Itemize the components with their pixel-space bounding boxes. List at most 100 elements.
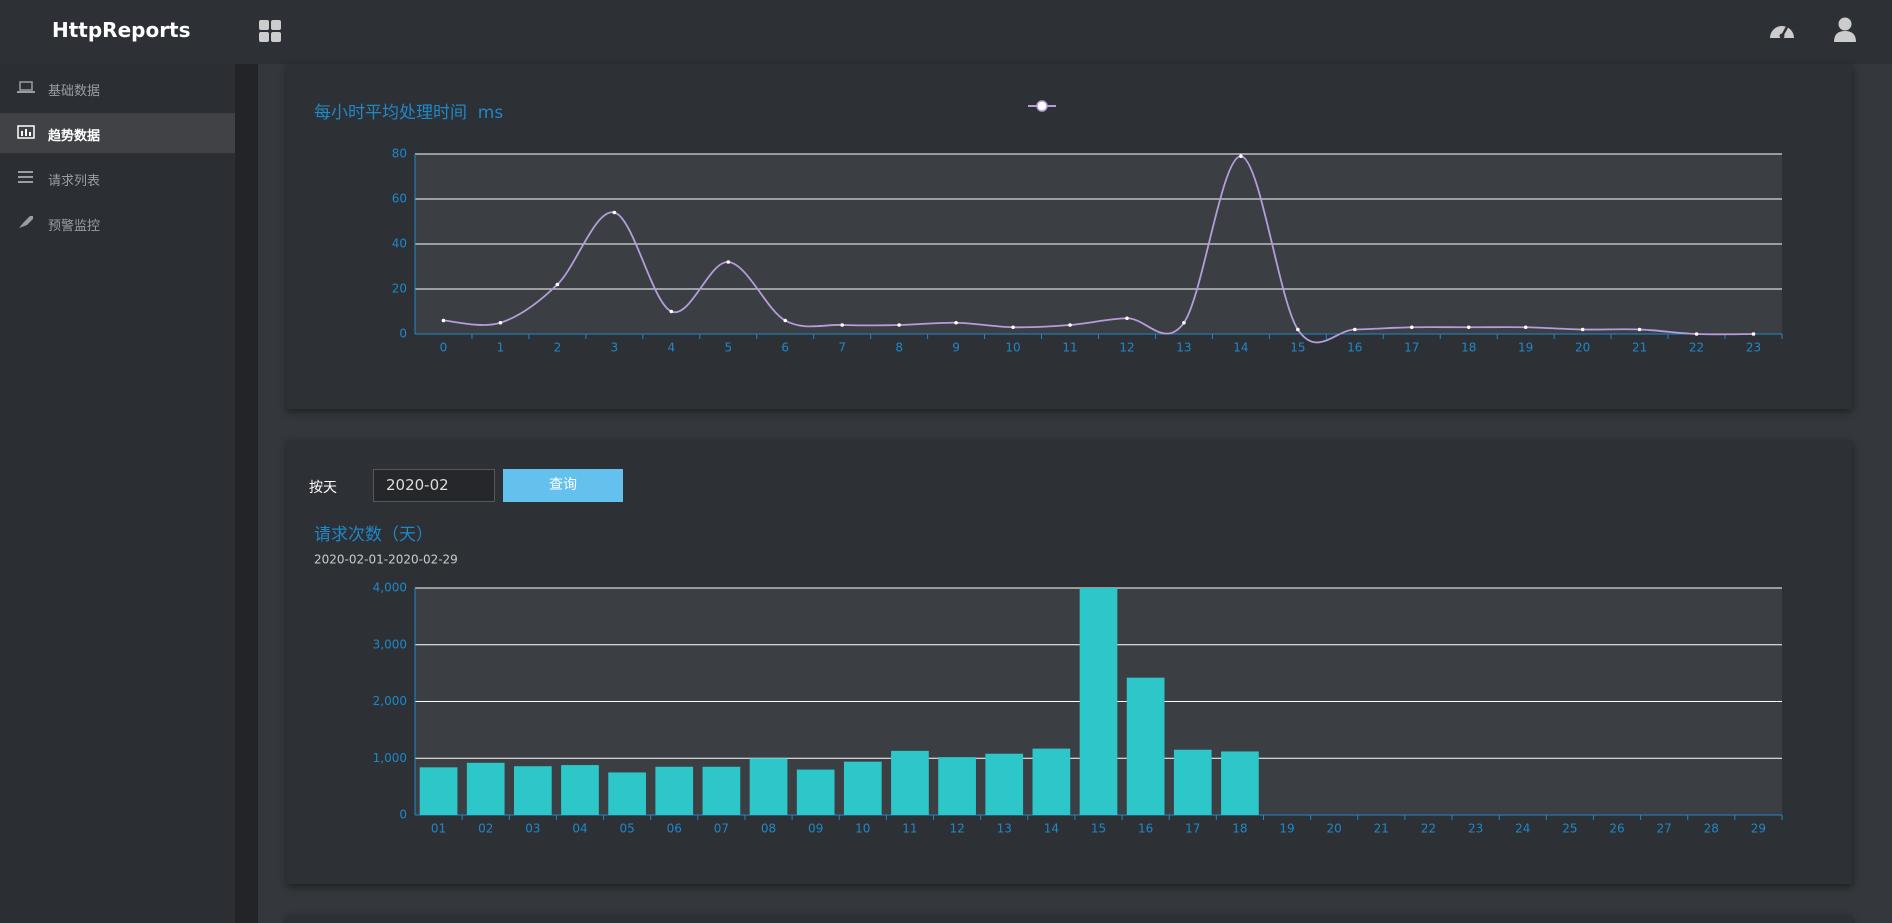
x-tick-label: 22 [1689,341,1704,355]
x-tick-label: 12 [949,822,964,836]
bar [796,769,835,815]
x-tick-label: 14 [1044,822,1059,836]
x-tick-label: 23 [1468,822,1483,836]
y-tick-label: 40 [392,237,407,251]
top-bar: HttpReports [0,0,1892,64]
x-tick-label: 04 [572,822,587,836]
y-tick-label: 80 [392,147,407,161]
x-tick-label: 9 [952,341,960,355]
legend-marker [1036,100,1048,112]
bar [561,765,599,815]
x-tick-label: 17 [1185,822,1200,836]
x-tick-label: 2 [554,341,562,355]
bar [702,766,741,815]
x-tick-label: 5 [724,341,732,355]
x-tick-label: 7 [838,341,846,355]
x-tick-label: 22 [1421,822,1436,836]
menu-item[interactable]: 请求列表 [0,158,235,198]
menu-label: 趋势数据 [48,129,101,144]
x-tick-label: 18 [1232,822,1247,836]
bar [749,758,788,815]
x-tick-label: 18 [1461,341,1476,355]
x-tick-label: 6 [781,341,789,355]
x-tick-label: 21 [1632,341,1647,355]
x-tick-label: 05 [619,822,634,836]
x-tick-label: 20 [1327,822,1342,836]
line [443,155,1754,344]
date-input[interactable]: 2020-02 [373,469,495,502]
x-tick-label: 25 [1562,822,1577,836]
bar [608,772,646,815]
bar [1079,588,1118,815]
point [1409,325,1414,330]
point [1011,325,1015,330]
x-tick-label: 06 [667,822,682,836]
x-tick-label: 02 [478,822,493,836]
point [612,210,617,215]
menu-label: 基础数据 [48,84,101,99]
point [1125,316,1129,321]
x-tick-label: 11 [1062,341,1077,355]
x-tick-label: 17 [1404,341,1419,355]
x-tick-label: 29 [1751,822,1766,836]
point [498,320,503,325]
x-tick-label: 01 [431,822,446,836]
x-tick-label: 03 [525,822,540,836]
menu-label: 请求列表 [48,174,101,189]
x-tick-label: 07 [714,822,729,836]
y-tick-label: 60 [392,192,407,206]
x-tick-label: 20 [1575,341,1590,355]
y-tick-label: 0 [399,327,407,341]
bar [655,766,694,815]
menu-item[interactable]: 预警监控 [0,203,235,243]
card [287,915,1852,923]
query-button[interactable]: 查询 [503,469,623,502]
point [726,260,731,264]
grid-icon[interactable] [259,20,281,42]
point [1751,332,1756,336]
bar [1032,748,1071,815]
point [1580,327,1585,332]
point [1353,327,1357,332]
bar [891,750,929,815]
point [897,323,901,327]
point [783,318,788,323]
x-tick-label: 23 [1746,341,1761,355]
user-icon[interactable] [1834,17,1856,43]
y-tick-label: 2,000 [373,694,407,708]
dashboard-icon[interactable] [1768,18,1796,42]
y-tick-label: 0 [399,808,407,822]
x-tick-label: 14 [1233,341,1248,355]
bar [419,767,458,815]
point [1239,154,1243,159]
menu-item[interactable]: 基础数据 [0,68,235,108]
point [840,323,844,327]
x-tick-label: 13 [1176,341,1191,355]
point [1523,325,1528,330]
y-tick-label: 3,000 [373,637,407,651]
x-tick-label: 15 [1091,822,1106,836]
x-tick-label: 11 [902,822,917,836]
point [555,282,560,287]
point [1694,332,1699,336]
x-tick-label: 19 [1518,341,1533,355]
menu-item[interactable]: 趋势数据 [0,113,235,153]
chart-title: 每小时平均处理时间 ms [314,103,503,123]
point [954,320,958,325]
bar [513,766,552,815]
x-tick-label: 26 [1609,822,1624,836]
sidebar: 基础数据 趋势数据 请求列表 预警监控 [0,64,235,923]
x-tick-label: 4 [667,341,675,355]
bar [466,762,505,815]
x-tick-label: 10 [855,822,870,836]
logo[interactable]: HttpReports [52,18,191,42]
y-tick-label: 1,000 [373,751,407,765]
x-tick-label: 0 [440,341,448,355]
x-tick-label: 12 [1119,341,1134,355]
point [1466,325,1471,330]
x-tick-label: 28 [1704,822,1719,836]
point [441,318,446,323]
x-tick-label: 15 [1290,341,1305,355]
